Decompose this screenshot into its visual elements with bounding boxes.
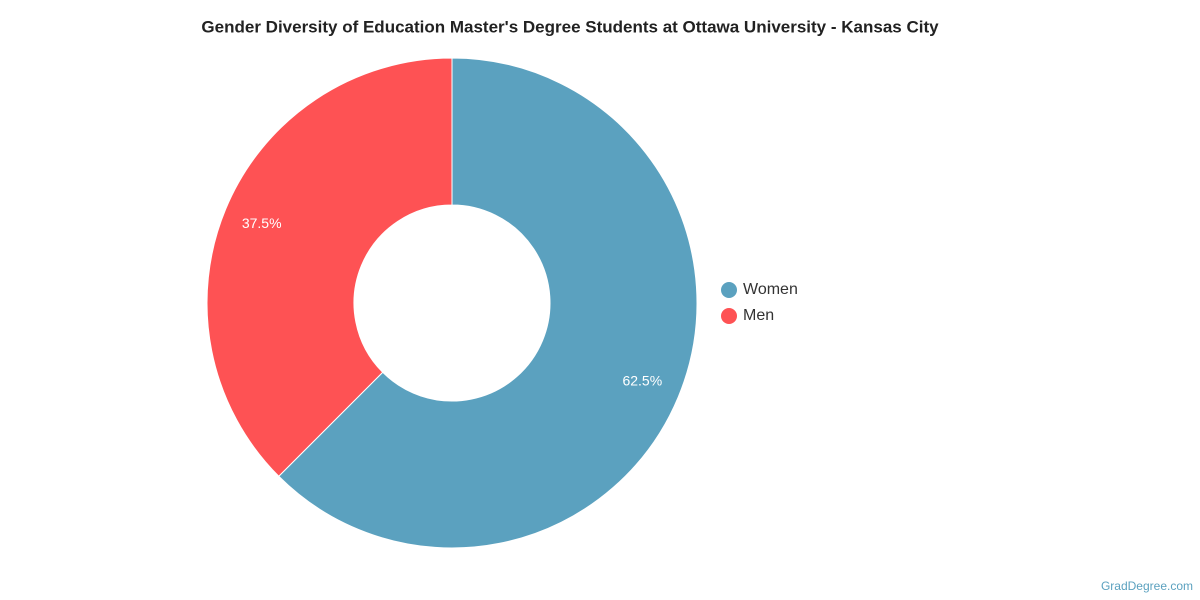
value-label: 37.5% (242, 215, 282, 231)
slice (206, 57, 453, 477)
value-label: 62.5% (622, 373, 662, 389)
legend-label: Men (743, 307, 774, 324)
legend-label: Women (743, 281, 798, 298)
source: GradDegree.com (1101, 579, 1193, 593)
legend-marker (721, 282, 737, 298)
chart-title: Gender Diversity of Education Master's D… (201, 17, 939, 36)
legend-marker (721, 308, 737, 324)
slice (278, 57, 698, 549)
